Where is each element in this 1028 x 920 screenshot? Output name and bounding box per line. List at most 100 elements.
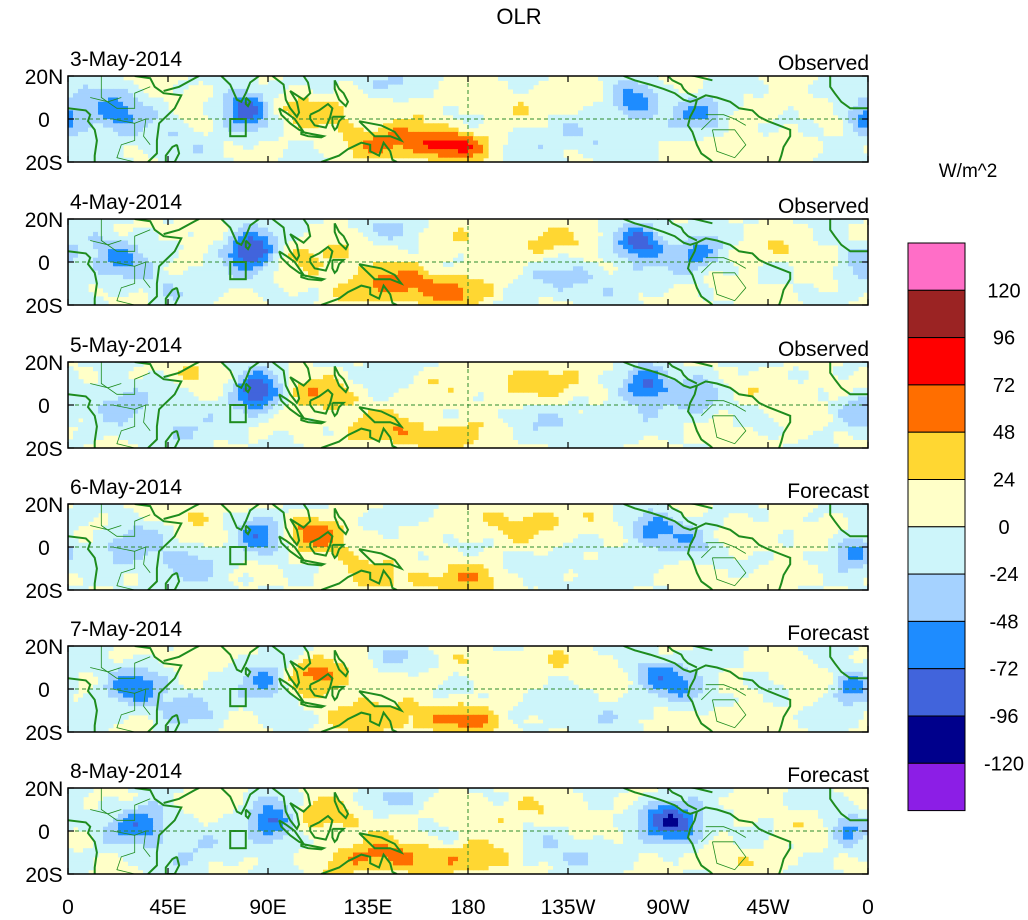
country-border <box>705 542 747 554</box>
colorbar-swatch <box>907 762 966 812</box>
country-border <box>134 118 151 146</box>
y-tick-label: 0 <box>38 821 50 844</box>
panel-field <box>68 788 868 874</box>
coastline <box>68 535 98 590</box>
figure-title: OLR <box>496 4 541 29</box>
coastline <box>163 362 200 379</box>
coastline <box>333 791 350 820</box>
coastline <box>163 646 200 662</box>
country-border <box>90 383 122 389</box>
panel-field <box>68 646 868 732</box>
coastline <box>331 258 347 275</box>
colorbar-label: -48 <box>990 611 1019 633</box>
y-tick-label: 0 <box>38 395 50 418</box>
country-border <box>90 667 122 673</box>
colorbar-label: 96 <box>993 328 1015 350</box>
coastline <box>163 504 200 520</box>
coastline <box>300 130 327 139</box>
country-border <box>701 118 713 131</box>
coastline <box>220 362 260 390</box>
coastline <box>829 76 868 110</box>
y-tick-label: 20S <box>25 438 62 461</box>
x-tick-label: 0 <box>62 896 74 919</box>
coastline <box>333 649 350 678</box>
coastline <box>331 827 347 844</box>
coastline <box>271 504 312 547</box>
colorbar-label: 120 <box>987 280 1020 302</box>
colorbar-swatch <box>907 337 966 386</box>
panel-1: 20N 0 20S 3-May-2014 Observed <box>25 48 869 175</box>
panel-date-label: 7-May-2014 <box>70 618 182 641</box>
y-tick-label: 20S <box>25 295 62 318</box>
country-border <box>705 257 746 269</box>
coastline <box>358 120 405 143</box>
coastline <box>656 362 698 385</box>
panel-kind-label: Observed <box>778 338 869 361</box>
country-border <box>134 404 151 432</box>
coastline <box>686 811 714 874</box>
coastline <box>244 382 252 394</box>
y-tick-label: 20N <box>25 209 64 232</box>
coastline <box>687 788 713 794</box>
coastline <box>687 504 713 510</box>
coastline <box>68 677 98 732</box>
coastline <box>331 115 347 132</box>
country-border <box>90 525 122 531</box>
y-tick-label: 0 <box>38 537 50 560</box>
x-tick-label: 45E <box>149 896 186 919</box>
coastline <box>686 99 714 162</box>
coastline <box>623 76 698 103</box>
x-tick-label: 135W <box>541 896 596 919</box>
country-border <box>112 261 136 305</box>
country-border <box>712 557 747 587</box>
panel-5: 20N 0 20S 7-May-2014 Forecast <box>25 618 869 745</box>
coastline <box>164 143 181 162</box>
coastline <box>829 646 868 680</box>
y-tick-label: 0 <box>38 679 50 702</box>
country-border <box>712 415 747 445</box>
coastline <box>244 524 252 536</box>
colorbar-swatch <box>907 242 966 291</box>
panel-2: 20N 0 20S 4-May-2014 Observed <box>25 191 869 318</box>
coastline <box>164 571 181 590</box>
x-tick-label: 0 <box>862 896 874 919</box>
coastline <box>687 76 713 82</box>
colorbar-swatch <box>907 384 966 433</box>
colorbar-swatch <box>907 668 966 717</box>
colorbar-swatch <box>907 526 966 575</box>
y-tick-label: 0 <box>38 252 50 275</box>
coastline <box>300 416 327 425</box>
coastline <box>309 245 334 272</box>
x-tick-label: 90W <box>646 896 689 919</box>
coastline <box>623 504 698 531</box>
country-border <box>701 830 713 843</box>
coastline <box>320 852 398 874</box>
coastline <box>309 102 334 129</box>
coastline <box>309 530 334 557</box>
colorbar-swatch <box>907 573 966 622</box>
coastline <box>358 690 405 713</box>
x-tick-label: 90E <box>249 896 286 919</box>
coastline <box>300 700 327 709</box>
coastline <box>68 393 98 448</box>
country-border <box>90 809 122 815</box>
coastline <box>220 76 260 104</box>
country-border <box>712 699 747 729</box>
x-tick-label: 135E <box>343 896 392 919</box>
country-border <box>705 114 746 126</box>
coastline <box>220 504 260 532</box>
coastline <box>687 362 713 368</box>
colorbar: W/m^2 120 96 72 48 24 0 -24 -48 -72 -96 -120 <box>907 161 1024 812</box>
coastline <box>163 76 200 92</box>
coastline <box>278 107 307 135</box>
coastline <box>320 710 398 732</box>
coastline <box>333 222 350 251</box>
coastline <box>134 362 183 448</box>
colorbar-label: 48 <box>993 422 1015 444</box>
country-border <box>134 830 151 858</box>
colorbar-swatch <box>907 289 966 339</box>
panel-date-label: 8-May-2014 <box>70 760 182 783</box>
colorbar-swatch <box>907 479 966 528</box>
country-border <box>134 261 151 289</box>
coastline <box>278 393 307 421</box>
